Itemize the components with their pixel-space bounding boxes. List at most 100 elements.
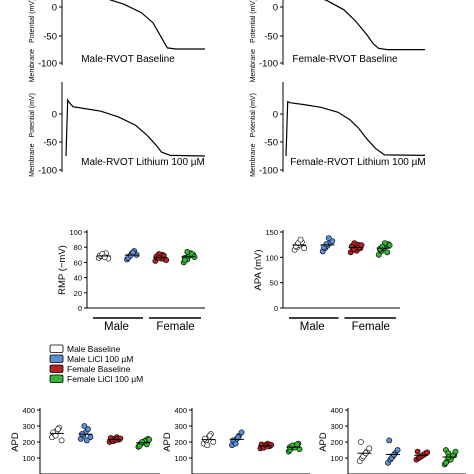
data-point [181,257,188,263]
trace-label: Male-RVOT Baseline [81,54,175,65]
data-point [85,426,91,433]
data-point [238,429,245,436]
y-tick-label: 150 [265,228,278,237]
y-tick-label: 60 [74,258,82,267]
apd-2-panel: 100 200 300 400 APD [162,406,310,474]
data-point [301,245,308,252]
data-point [101,254,108,260]
data-point [232,440,239,447]
series-3 [180,248,198,266]
data-point [424,449,431,456]
action-potential-trace [108,0,205,50]
y-axis-label-word: Membrane [250,49,257,83]
y-tick-label: 100 [69,228,82,237]
legend-label: Male Baseline [67,344,121,354]
y-tick-label: 200 [330,438,343,447]
series-2 [413,448,431,463]
legend-label: Female Baseline [67,364,131,374]
series-1 [124,248,140,263]
y-axis-label: RMP (−mV) [57,245,68,295]
data-point [386,242,393,249]
y-axis-label: Membrane Potential (mV) [29,93,36,177]
y-tick-label: 200 [174,438,187,447]
legend-label: Male LiCl 100 µM [67,354,133,364]
legend-swatch [49,344,64,353]
y-tick-label: 0 [273,110,278,121]
data-point [184,248,191,255]
y-tick-label: 0 [52,110,57,121]
y-tick-label: 80 [74,243,82,252]
data-point [325,235,332,241]
data-point [358,242,365,249]
data-point [206,432,213,439]
legend-swatch [49,364,64,373]
apa-panel: 0 50 100 150 APA (mV) Male Female [253,228,400,333]
data-point [146,436,153,443]
y-tick-label: 300 [330,422,343,431]
y-axis-label: APD [162,432,173,452]
legend-item: Male Baseline [49,344,121,354]
group-label-female: Female [352,321,390,333]
trace-label: Female-RVOT Lithium 100 µM [290,157,425,168]
data-point [442,459,449,466]
data-point [268,441,275,448]
data-point [294,441,300,448]
legend-label: Female LiCl 100 µM [67,374,143,384]
y-tick-label: 300 [22,422,35,431]
trace-label: Female-RVOT Baseline [292,54,398,65]
action-potential-trace [65,98,206,157]
y-tick-label: -100 [259,166,278,177]
data-point [384,249,391,256]
series-3 [135,435,153,450]
y-axis-label: Membrane Potential (mV) [250,0,257,82]
y-axis-label: Membrane Potential (mV) [29,0,36,82]
data-point [55,426,61,433]
data-point [58,437,65,444]
apd-1-panel: 100 200 300 400 APD [10,406,160,474]
apd-3-panel: 100 200 300 400 APD [318,406,466,474]
y-tick-label: -50 [264,32,278,43]
data-point [130,249,136,256]
y-tick-label: -50 [264,138,278,149]
series-2 [152,251,170,264]
group-label-male: Male [104,321,129,333]
y-axis-label: APA (mV) [253,250,264,291]
data-point [394,447,401,453]
y-tick-label: -100 [38,166,57,177]
series-0 [356,439,373,465]
action-potential-trace [285,100,426,157]
y-tick-label: 400 [22,406,35,415]
y-tick-label: -100 [259,59,278,70]
y-tick-label: 100 [174,454,187,463]
y-axis-label-word: Membrane [29,49,36,83]
y-tick-label: 0 [78,304,82,313]
data-point [117,435,124,442]
y-tick-label: 0 [274,304,278,313]
y-tick-label: 0 [273,3,278,14]
y-tick-label: 100 [22,454,35,463]
y-tick-label: 300 [174,422,187,431]
series-3 [441,447,459,468]
data-point [357,439,364,445]
y-tick-label: 40 [74,274,82,283]
y-axis-label-word: Potential (mV) [250,0,257,43]
y-axis-label-word: Potential (mV) [250,93,257,137]
action-potential-trace [323,0,425,51]
legend-item: Male LiCl 100 µM [49,354,133,364]
data-point [204,442,211,449]
y-axis-label-word: Potential (mV) [29,93,36,137]
y-tick-label: 400 [174,406,187,415]
data-point [83,437,90,444]
data-point [386,437,393,444]
series-1 [77,423,94,444]
series-0 [200,431,217,449]
series-2 [257,440,275,452]
y-tick-label: -50 [43,138,57,149]
data-point [323,241,330,248]
series-0 [291,236,308,253]
